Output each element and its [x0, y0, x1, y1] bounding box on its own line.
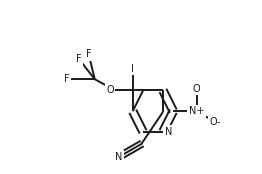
Text: F: F — [64, 74, 70, 84]
Text: O: O — [106, 85, 114, 96]
Text: N: N — [115, 152, 123, 162]
Text: N: N — [165, 127, 172, 137]
Text: O: O — [193, 84, 200, 94]
Text: N+: N+ — [189, 106, 204, 116]
Text: O-: O- — [209, 117, 220, 126]
Text: I: I — [131, 64, 134, 74]
Text: F: F — [77, 54, 82, 64]
Text: F: F — [86, 49, 91, 59]
